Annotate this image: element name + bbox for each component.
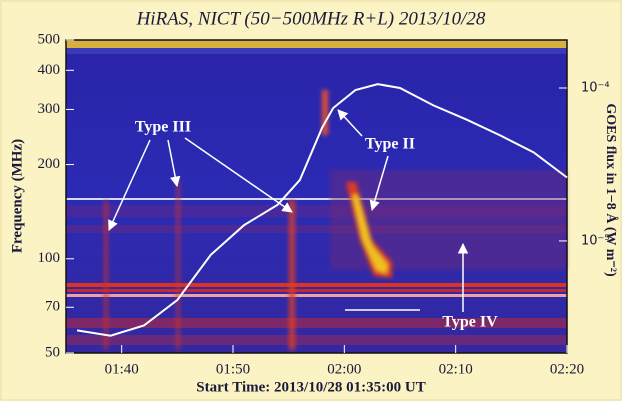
y-axis-label: Frequency (MHz) [9, 139, 25, 253]
y2-tick-label: 10⁻⁵ [581, 233, 610, 248]
arrow [108, 139, 151, 231]
y-tick-label: 50 [45, 344, 60, 360]
y-tick-label: 300 [38, 101, 61, 117]
x-tick-label: 02:10 [439, 361, 473, 377]
x-axis-label: Start Time: 2013/10/28 01:35:00 UT [196, 379, 425, 395]
annotation: Type IV [442, 314, 498, 331]
y-tick-label: 500 [38, 31, 61, 47]
annotation: Type II [365, 136, 415, 153]
x-tick-label: 01:40 [105, 361, 139, 377]
annotations [108, 109, 469, 312]
x-tick-label: 01:50 [216, 361, 250, 377]
spectrogram [66, 40, 567, 353]
x-tick-label: 02:20 [550, 361, 584, 377]
arrow [369, 155, 389, 212]
plot-border [65, 39, 568, 354]
y2-axis-label: GOES flux in 1−8 Å (W m⁻²) [603, 103, 619, 277]
arrow [337, 109, 363, 137]
annotation: Type III [135, 119, 191, 136]
arrow [184, 137, 293, 213]
y2-tick-label: 10⁻⁴ [581, 80, 610, 95]
goes-curve [76, 83, 568, 337]
y-tick-label: 400 [38, 62, 61, 78]
y-tick-label: 100 [38, 250, 61, 266]
chart-title: HiRAS, NICT (50−500MHz R+L) 2013/10/28 [136, 8, 486, 29]
y-tick-label: 200 [38, 156, 61, 172]
arrow [167, 139, 181, 188]
y-tick-label: 70 [45, 299, 60, 315]
x-tick-label: 02:00 [327, 361, 361, 377]
